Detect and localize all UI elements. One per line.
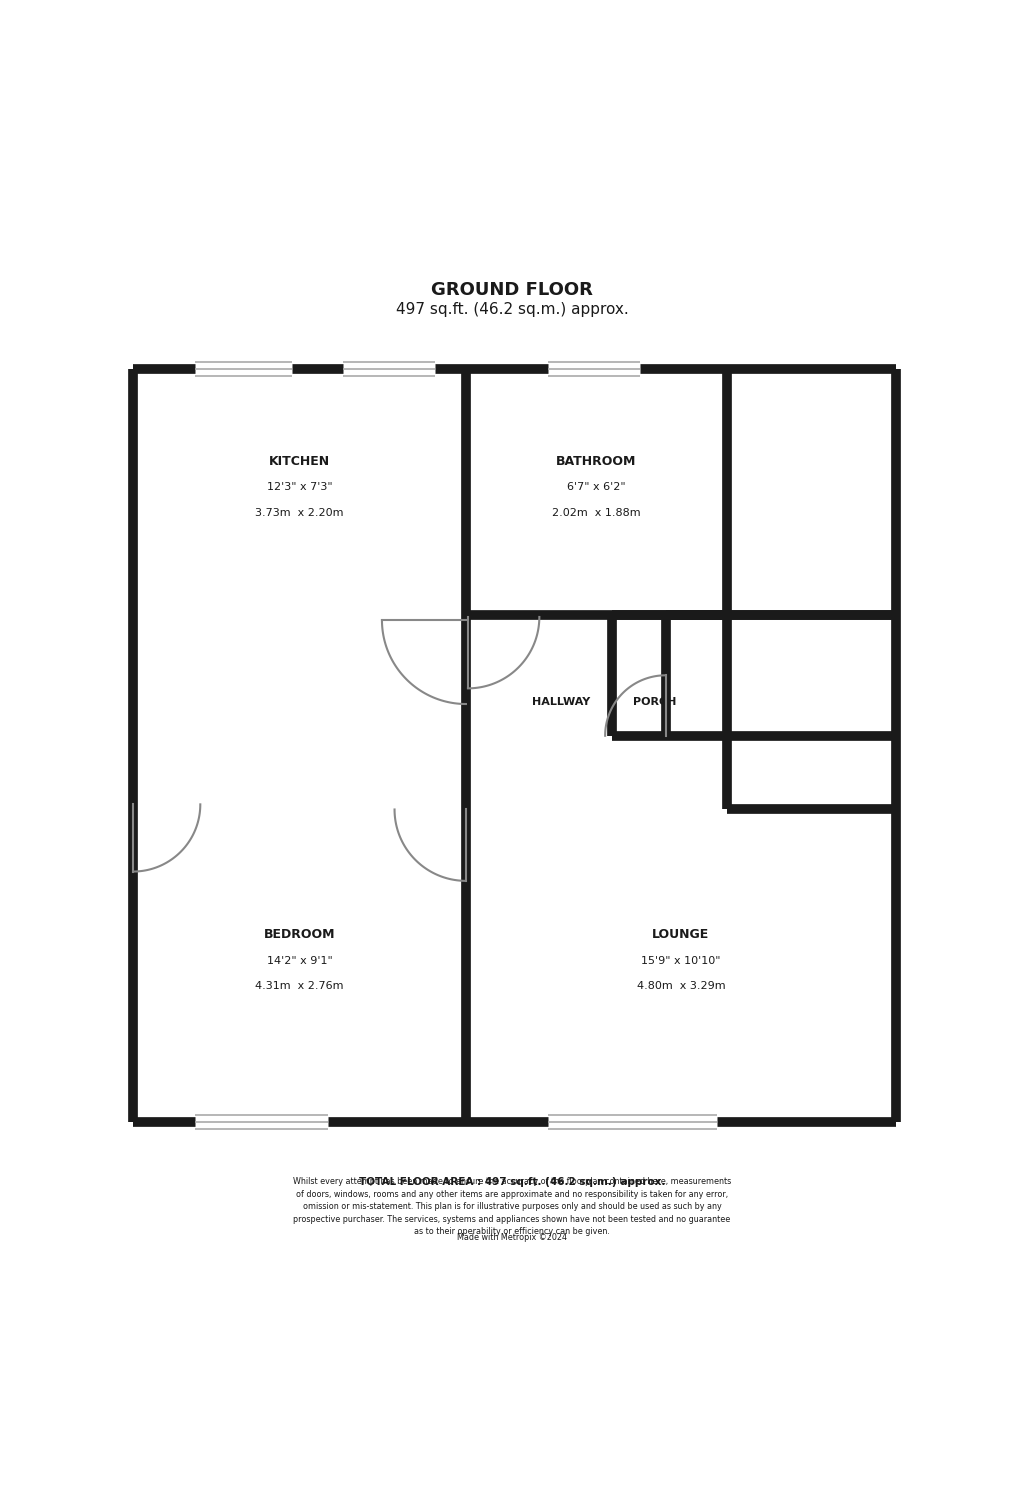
Text: 2.02m  x 1.88m: 2.02m x 1.88m [552,507,641,518]
Text: 6'7" x 6'2": 6'7" x 6'2" [567,482,626,492]
Text: 3.73m  x 2.20m: 3.73m x 2.20m [255,507,344,518]
Text: HALLWAY: HALLWAY [531,697,590,707]
Text: 4.31m  x 2.76m: 4.31m x 2.76m [255,982,344,991]
Text: GROUND FLOOR: GROUND FLOOR [431,282,593,300]
Text: TOTAL FLOOR AREA : 497 sq.ft. (46.2 sq.m.) approx.: TOTAL FLOOR AREA : 497 sq.ft. (46.2 sq.m… [358,1177,666,1188]
Text: Whilst every attempt has been made to ensure the accuracy of the floorplan conta: Whilst every attempt has been made to en… [293,1177,731,1237]
Text: KITCHEN: KITCHEN [269,455,330,468]
Text: Made with Metropix ©2024: Made with Metropix ©2024 [457,1232,567,1241]
Text: 15'9" x 10'10": 15'9" x 10'10" [641,955,721,965]
Text: LOUNGE: LOUNGE [652,928,710,941]
Text: 497 sq.ft. (46.2 sq.m.) approx.: 497 sq.ft. (46.2 sq.m.) approx. [395,303,629,318]
Text: 12'3" x 7'3": 12'3" x 7'3" [266,482,333,492]
Text: 4.80m  x 3.29m: 4.80m x 3.29m [637,982,725,991]
Text: BATHROOM: BATHROOM [556,455,637,468]
Text: BEDROOM: BEDROOM [264,928,335,941]
Text: PORCH: PORCH [633,697,676,707]
Text: 14'2" x 9'1": 14'2" x 9'1" [266,955,333,965]
